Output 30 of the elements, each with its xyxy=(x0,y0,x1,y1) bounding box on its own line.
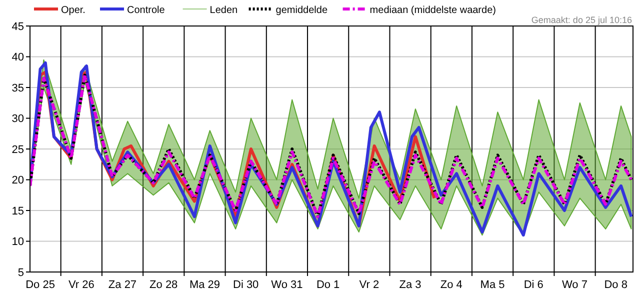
legend-label: Oper. xyxy=(61,5,86,16)
x-tick-label: Wo 7 xyxy=(562,279,588,291)
y-tick-label: 25 xyxy=(12,144,24,156)
y-tick-label: 40 xyxy=(12,52,24,64)
x-tick-label: Ma 5 xyxy=(480,279,505,291)
y-tick-label: 35 xyxy=(12,82,24,94)
legend-label: Controle xyxy=(127,5,166,16)
x-tick-label: Di 30 xyxy=(233,279,259,291)
y-tick-label: 45 xyxy=(12,20,24,33)
x-tick-label: Za 27 xyxy=(108,279,137,291)
y-tick-label: 5 xyxy=(18,266,24,279)
x-tick-label: Vr 26 xyxy=(68,279,94,291)
x-tick-label: Do 1 xyxy=(316,279,340,291)
x-tick-label: Vr 2 xyxy=(359,279,380,291)
text: Gemaakt: do 25 jul 10:16 xyxy=(531,15,632,25)
legend-label: Leden xyxy=(210,5,238,16)
x-tick-label: Zo 28 xyxy=(150,279,178,291)
x-tick-label: Di 6 xyxy=(524,279,544,291)
y-tick-label: 10 xyxy=(12,236,24,248)
x-tick-label: Za 3 xyxy=(399,279,422,291)
y-tick-label: 15 xyxy=(12,205,24,218)
legend-label: gemiddelde xyxy=(276,5,328,16)
x-tick-label: Zo 4 xyxy=(440,279,462,291)
x-tick-label: Ma 29 xyxy=(189,279,220,291)
y-tick-label: 30 xyxy=(12,113,24,126)
x-tick-label: Do 8 xyxy=(604,279,628,291)
x-tick-label: Wo 31 xyxy=(271,279,303,291)
y-tick-label: 20 xyxy=(12,174,24,187)
x-tick-label: Do 25 xyxy=(26,279,55,291)
legend-label: mediaan (middelste waarde) xyxy=(370,5,496,16)
